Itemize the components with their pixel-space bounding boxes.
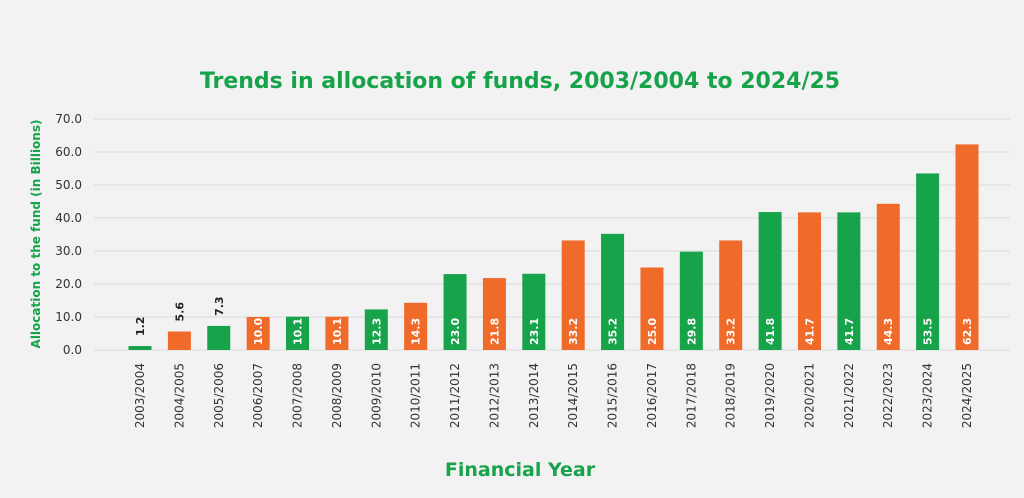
bar-value-label: 23.0 (449, 318, 462, 345)
y-tick-label: 50.0 (55, 178, 82, 192)
x-tick-label: 2023/2024 (921, 363, 935, 428)
bar-value-label: 21.8 (488, 318, 501, 345)
x-tick-label: 2020/2021 (802, 363, 816, 428)
bar-value-label: 33.2 (567, 318, 580, 345)
bar-2011-2012 (443, 274, 467, 350)
bar-value-label: 10.1 (292, 318, 305, 345)
bar-2004-2005 (167, 331, 191, 350)
x-tick-label: 2021/2022 (842, 363, 856, 428)
x-tick-label: 2005/2006 (212, 363, 226, 428)
bar-2012-2013 (482, 278, 506, 350)
x-tick-label: 2004/2005 (172, 363, 186, 428)
bar-value-label: 41.7 (843, 318, 856, 345)
bar-2009-2010 (364, 309, 388, 350)
bars (128, 144, 979, 350)
y-tick-label: 10.0 (55, 310, 82, 324)
bar-value-label: 23.1 (528, 318, 541, 345)
x-tick-label: 2009/2010 (369, 363, 383, 428)
x-tick-label: 2024/2025 (960, 363, 974, 428)
bar-2014-2015 (561, 240, 585, 350)
x-tick-label: 2019/2020 (763, 363, 777, 428)
x-axis-label: Financial Year (445, 459, 596, 481)
x-tick-label: 2012/2013 (487, 363, 501, 428)
y-tick-label: 20.0 (55, 277, 82, 291)
bar-2010-2011 (404, 302, 428, 350)
bar-value-label: 12.3 (370, 318, 383, 345)
bar-value-labels: 1.2 5.6 7.3 10.0 10.1 10.1 12.3 14.3 23.0 21.8 23.… (134, 296, 974, 345)
x-tick-label: 2018/2019 (724, 363, 738, 428)
x-tick-label: 2017/2018 (684, 363, 698, 428)
y-tick-label: 0.0 (63, 343, 82, 357)
x-tick-label: 2016/2017 (645, 363, 659, 428)
x-tick-label: 2022/2023 (881, 363, 895, 428)
bar-2013-2014 (522, 273, 546, 350)
x-tick-label: 2008/2009 (330, 363, 344, 428)
bar-value-label: 10.1 (331, 318, 344, 345)
bar-value-label: 35.2 (607, 318, 620, 345)
bar-2019-2020 (758, 212, 782, 350)
bar-2021-2022 (837, 212, 861, 350)
y-axis-label: Allocation to the fund (in Billions) (29, 120, 43, 349)
x-axis-ticks: 2003/2004 2004/2005 2005/2006 2006/2007 2007… (133, 363, 974, 428)
bar-value-label: 41.7 (803, 318, 816, 345)
bar-2005-2006 (207, 325, 231, 350)
bar-2006-2007 (246, 317, 270, 350)
bar-2023-2024 (916, 173, 940, 350)
bar-2018-2019 (719, 240, 743, 350)
bar-value-label: 44.3 (882, 318, 895, 345)
bar-value-label: 5.6 (173, 302, 186, 322)
bar-value-label: 62.3 (961, 318, 974, 345)
y-axis-ticks: 0.0 10.0 20.0 30.0 40.0 50.0 60.0 70.0 (55, 112, 82, 357)
bar-value-label: 1.2 (134, 317, 147, 337)
bar-value-label: 29.8 (685, 318, 698, 345)
y-tick-label: 40.0 (55, 211, 82, 225)
y-tick-label: 60.0 (55, 145, 82, 159)
bar-2016-2017 (640, 267, 664, 350)
bar-value-label: 10.0 (252, 318, 265, 345)
x-tick-label: 2014/2015 (566, 363, 580, 428)
bar-2015-2016 (601, 233, 625, 350)
bar-2017-2018 (679, 251, 703, 350)
bar-value-label: 25.0 (646, 318, 659, 345)
x-tick-label: 2013/2014 (527, 363, 541, 428)
x-tick-label: 2006/2007 (251, 363, 265, 428)
bar-value-label: 14.3 (410, 318, 423, 345)
chart-title: Trends in allocation of funds, 2003/2004… (200, 69, 840, 94)
x-tick-label: 2003/2004 (133, 363, 147, 428)
bar-value-label: 53.5 (922, 318, 935, 345)
x-tick-label: 2010/2011 (409, 363, 423, 428)
bar-2007-2008 (286, 316, 310, 350)
bar-2008-2009 (325, 316, 349, 350)
gridlines (94, 118, 1010, 351)
bar-2020-2021 (797, 212, 821, 350)
y-tick-label: 70.0 (55, 112, 82, 126)
bar-2024-2025 (955, 144, 979, 350)
x-tick-label: 2015/2016 (606, 363, 620, 428)
bar-value-label: 41.8 (764, 318, 777, 345)
y-tick-label: 30.0 (55, 244, 82, 258)
x-tick-label: 2007/2008 (291, 363, 305, 428)
bar-2022-2023 (876, 203, 900, 350)
bar-2003-2004 (128, 346, 152, 350)
bar-value-label: 33.2 (725, 318, 738, 345)
x-tick-label: 2011/2012 (448, 363, 462, 428)
bar-value-label: 7.3 (213, 296, 226, 316)
